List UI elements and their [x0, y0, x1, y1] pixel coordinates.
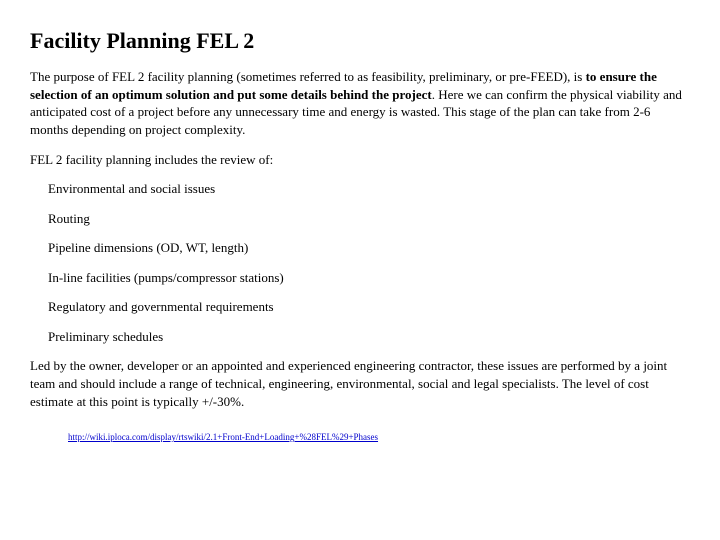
list-item: Environmental and social issues — [48, 180, 690, 198]
list-item: Regulatory and governmental requirements — [48, 298, 690, 316]
source-line: http://wiki.iploca.com/display/rtswiki/2… — [68, 432, 690, 442]
list-item: In-line facilities (pumps/compressor sta… — [48, 269, 690, 287]
source-link[interactable]: http://wiki.iploca.com/display/rtswiki/2… — [68, 432, 378, 442]
list-item: Routing — [48, 210, 690, 228]
intro-paragraph: The purpose of FEL 2 facility planning (… — [30, 68, 690, 138]
review-list: Environmental and social issues Routing … — [30, 180, 690, 345]
conclusion-paragraph: Led by the owner, developer or an appoin… — [30, 357, 690, 410]
list-intro: FEL 2 facility planning includes the rev… — [30, 151, 690, 169]
list-item: Preliminary schedules — [48, 328, 690, 346]
document-page: Facility Planning FEL 2 The purpose of F… — [0, 0, 720, 442]
intro-pre: The purpose of FEL 2 facility planning (… — [30, 69, 586, 84]
page-title: Facility Planning FEL 2 — [30, 28, 690, 54]
list-item: Pipeline dimensions (OD, WT, length) — [48, 239, 690, 257]
